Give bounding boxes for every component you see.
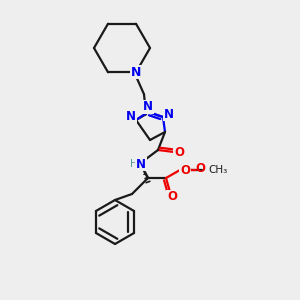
Text: N: N bbox=[126, 110, 136, 124]
Text: O: O bbox=[174, 146, 184, 158]
Text: N: N bbox=[131, 66, 141, 79]
Text: N: N bbox=[143, 100, 153, 113]
Text: O: O bbox=[180, 164, 190, 176]
Text: O: O bbox=[195, 163, 205, 176]
Text: N: N bbox=[164, 107, 174, 121]
Text: N: N bbox=[136, 158, 146, 170]
Text: H: H bbox=[130, 159, 138, 169]
Text: O: O bbox=[167, 190, 177, 203]
Text: CH₃: CH₃ bbox=[208, 165, 227, 175]
